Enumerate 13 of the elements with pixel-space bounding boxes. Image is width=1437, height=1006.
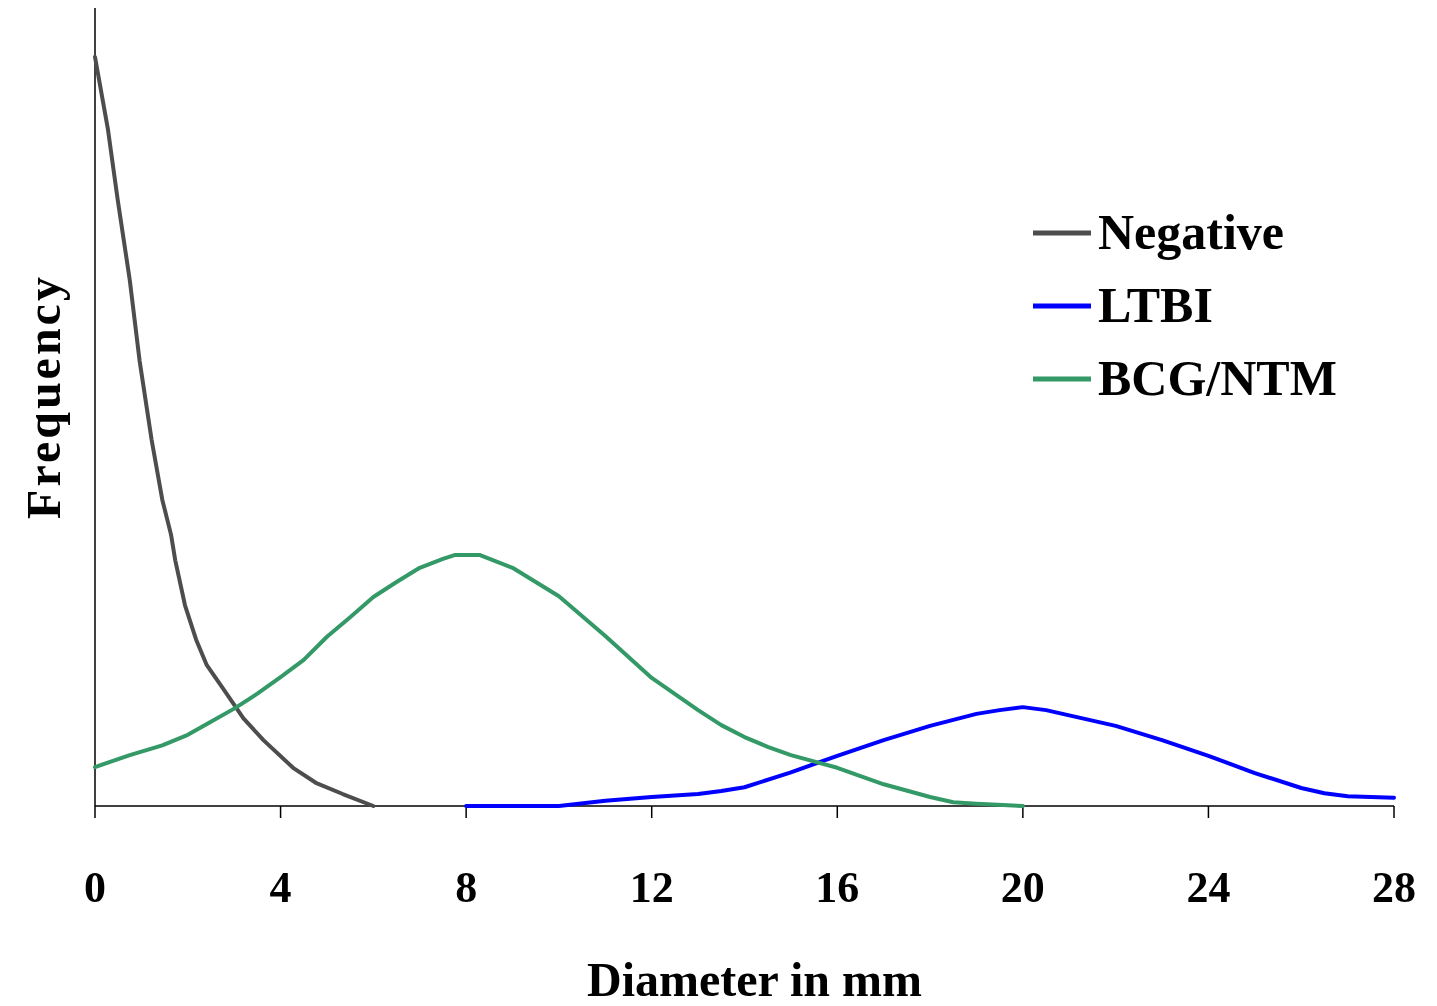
x-tick-label: 12 xyxy=(629,863,674,912)
x-tick-label: 4 xyxy=(269,863,292,912)
x-tick-label: 28 xyxy=(1372,863,1416,912)
x-tick-label: 0 xyxy=(84,863,106,912)
legend-label: BCG/NTM xyxy=(1098,350,1337,406)
x-tick-label: 24 xyxy=(1186,863,1231,912)
y-axis-title: Frequency xyxy=(17,274,70,519)
x-tick-label: 8 xyxy=(455,863,478,912)
x-tick-label: 20 xyxy=(1000,863,1045,912)
legend-label: Negative xyxy=(1098,204,1285,260)
legend-label: LTBI xyxy=(1098,277,1213,333)
x-axis-title: Diameter in mm xyxy=(586,953,923,1006)
x-tick-label: 16 xyxy=(815,863,860,912)
